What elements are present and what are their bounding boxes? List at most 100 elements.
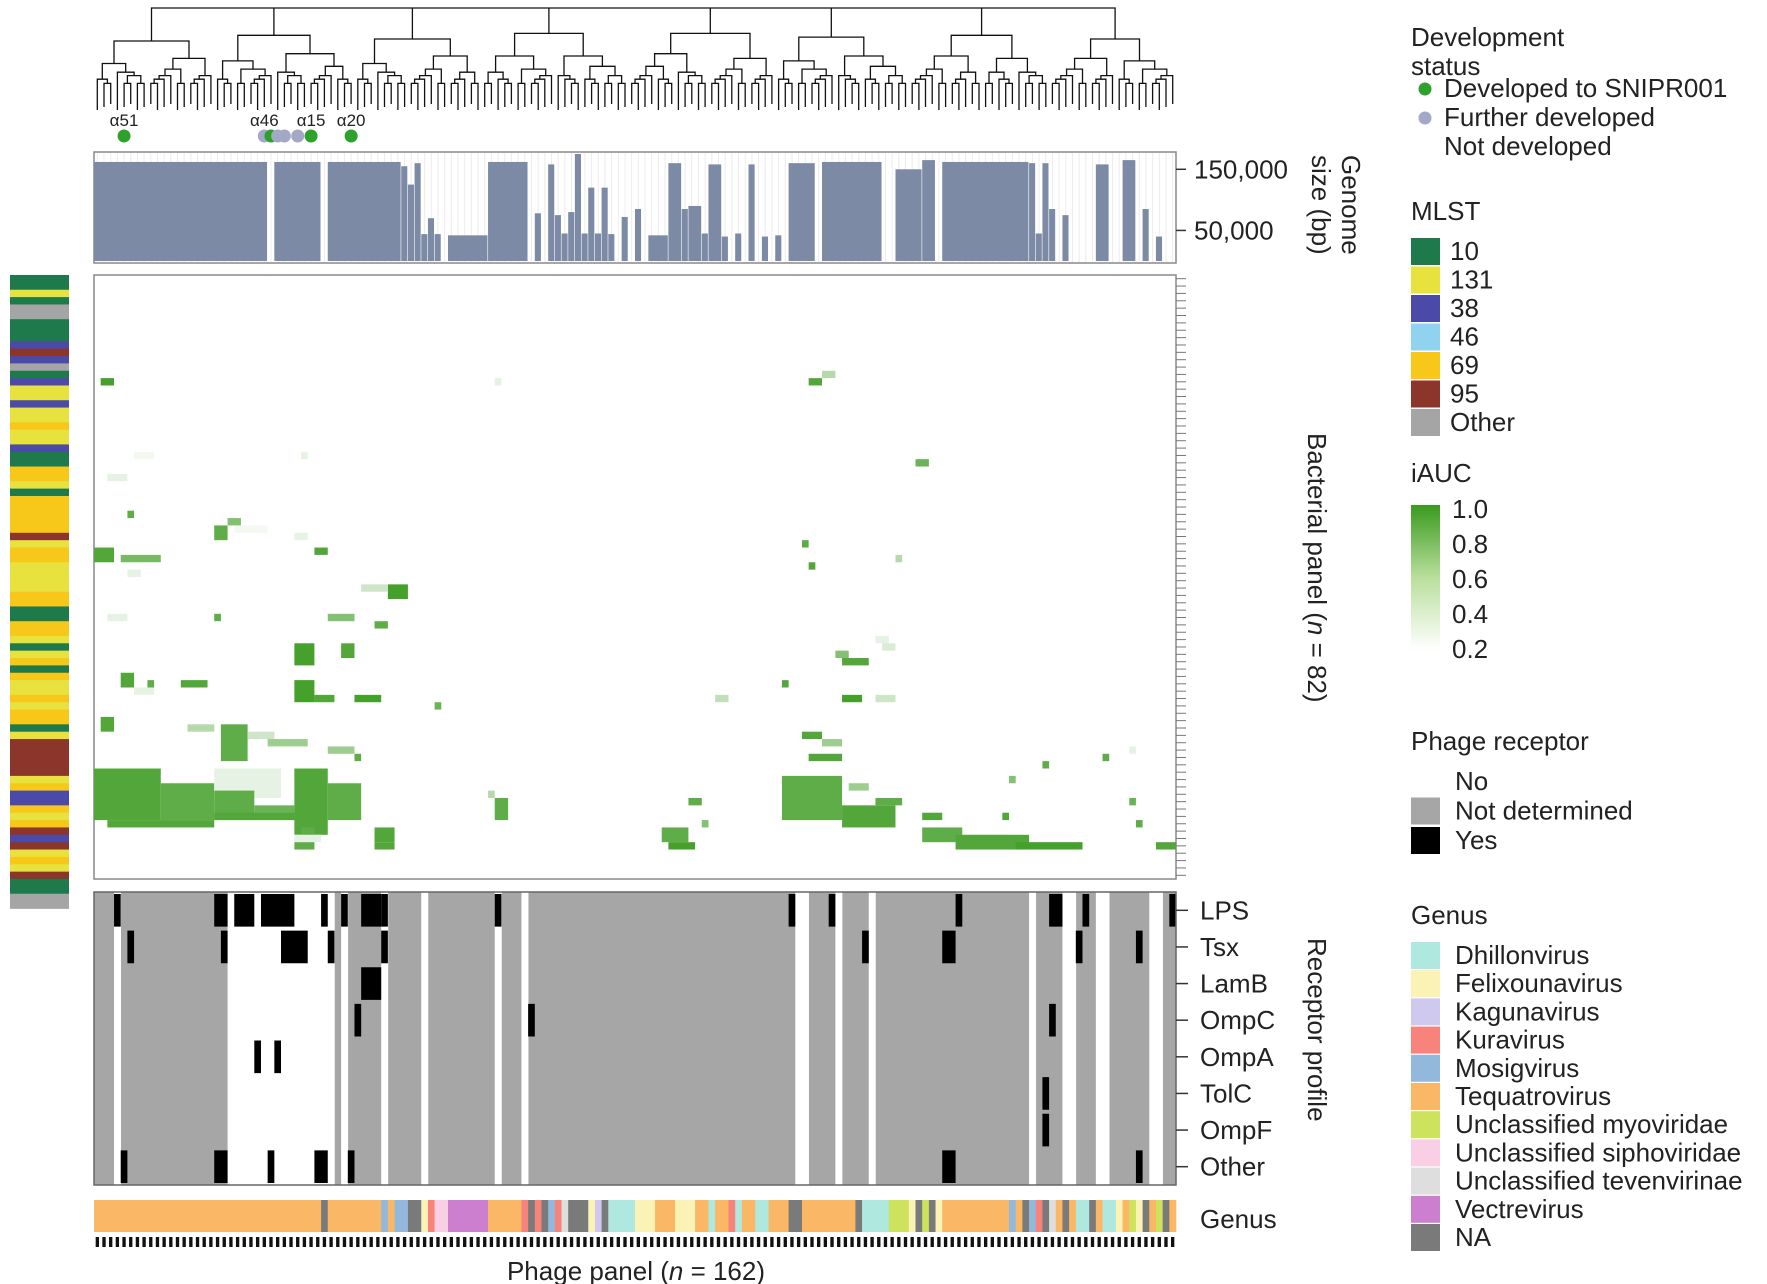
receptor-no-column — [1029, 892, 1037, 1185]
receptor-no-column — [234, 892, 242, 1185]
receptor-no-column — [1062, 892, 1070, 1185]
mlst-row-cell — [10, 422, 69, 431]
genus-legend-title: Genus — [1411, 900, 1488, 930]
genus-segment — [1129, 1200, 1137, 1232]
phage-column-tick — [790, 1237, 794, 1247]
receptor-no-column — [267, 892, 275, 1185]
receptor-yes-cell — [260, 894, 295, 927]
phage-column-tick — [703, 1237, 707, 1247]
phage-column-tick — [997, 1237, 1001, 1247]
genus-segment — [608, 1200, 636, 1232]
dev-status-marker — [344, 129, 358, 143]
mlst-row-cell — [10, 495, 69, 504]
heatmap-cell — [374, 842, 395, 850]
genus-legend-swatch — [1411, 1224, 1440, 1251]
iauc-legend-title: iAUC — [1411, 458, 1472, 488]
heatmap-cell — [107, 820, 215, 828]
receptor-legend-swatch — [1411, 768, 1440, 795]
phage-column-tick — [863, 1237, 868, 1247]
phage-column-tick — [576, 1237, 580, 1247]
genome-size-bar — [761, 236, 768, 261]
mlst-legend-swatch — [1411, 323, 1440, 351]
phage-column-tick — [670, 1237, 674, 1247]
receptor-no-column — [227, 892, 235, 1185]
phage-column-tick — [763, 1237, 767, 1247]
receptor-yes-cell — [1075, 930, 1083, 964]
receptor-yes-cell — [361, 894, 382, 927]
genus-segment — [561, 1200, 569, 1232]
phage-column-tick — [796, 1237, 801, 1247]
phage-panel-title-suffix: = 162) — [683, 1256, 765, 1284]
receptor-legend-title: Phage receptor — [1411, 726, 1589, 756]
phage-column-tick — [710, 1237, 714, 1247]
receptor-yes-cell — [788, 894, 796, 927]
heatmap-cell — [842, 658, 869, 666]
receptor-yes-cells — [114, 894, 1176, 1183]
genome-size-bar — [1142, 209, 1149, 261]
receptor-legend-swatch — [1411, 797, 1440, 825]
genus-segment — [321, 1200, 329, 1232]
genus-segment — [888, 1200, 910, 1232]
heatmap-cell — [701, 820, 709, 828]
phage-column-tick — [115, 1237, 120, 1247]
genome-size-bar — [721, 236, 728, 261]
phage-column-tick — [503, 1237, 507, 1247]
genus-segment — [768, 1200, 789, 1232]
receptor-yes-cell — [281, 930, 308, 964]
mlst-row-cell — [10, 385, 69, 394]
bacterial-panel-title-suffix: = 82) — [1302, 635, 1332, 702]
phage-column-tick — [523, 1237, 527, 1247]
phage-column-tick — [569, 1237, 574, 1247]
receptor-no-column — [240, 892, 248, 1185]
phage-column-tick — [362, 1237, 367, 1247]
phage-column-tick — [302, 1237, 307, 1247]
heatmap-cell — [247, 731, 275, 740]
receptor-yes-cell — [955, 894, 963, 927]
heatmap-cell — [688, 797, 702, 806]
genus-segment — [447, 1200, 489, 1232]
phage-column-tick — [1090, 1237, 1095, 1247]
genus-legend-label: Vectrevirus — [1455, 1194, 1584, 1224]
phage-column-tick — [329, 1237, 333, 1247]
genus-segment — [908, 1200, 916, 1232]
genus-legend-swatch — [1411, 1139, 1440, 1167]
genus-segment — [588, 1200, 596, 1232]
genus-segment — [728, 1200, 736, 1232]
heatmap-cell — [1155, 842, 1176, 850]
genome-size-bar — [581, 233, 588, 261]
heatmap-cell — [187, 724, 215, 732]
genus-segment — [1049, 1200, 1057, 1232]
mlst-row-cell — [10, 569, 69, 578]
phage-column-tick — [543, 1237, 547, 1247]
heatmap-cell — [488, 790, 495, 798]
phage-column-tick — [1084, 1237, 1088, 1247]
phage-column-tick — [643, 1237, 647, 1247]
genus-segment — [521, 1200, 529, 1232]
mlst-row-cell — [10, 680, 69, 688]
phage-column-tick — [276, 1237, 280, 1247]
phage-column-tick — [730, 1237, 734, 1247]
mlst-row-cell — [10, 584, 69, 593]
receptor-no-column — [521, 892, 529, 1185]
heatmap-cell — [94, 547, 115, 563]
genus-legend-label: Kuravirus — [1455, 1025, 1565, 1055]
genome-size-bar — [554, 215, 561, 261]
genome-size-ticks: 150,000 50,000 — [1176, 154, 1288, 245]
phage-column-tick — [322, 1237, 327, 1247]
heatmap-cell — [801, 731, 823, 740]
genome-size-title-line2: size (bp) — [1306, 155, 1336, 255]
phage-column-tick — [436, 1237, 440, 1247]
heatmap-cell — [842, 805, 896, 828]
mlst-row-cell — [10, 613, 69, 622]
phage-column-tick — [1170, 1237, 1175, 1247]
phage-column-tick — [1104, 1237, 1108, 1247]
heatmap-cell — [494, 378, 502, 386]
heatmap-cell — [661, 827, 689, 843]
phage-column-tick — [850, 1237, 854, 1247]
heatmap-cell — [494, 797, 509, 821]
receptor-no-column — [247, 892, 255, 1185]
genus-segment — [554, 1200, 562, 1232]
phage-column-tick — [1057, 1237, 1061, 1247]
genus-segment — [541, 1200, 549, 1232]
